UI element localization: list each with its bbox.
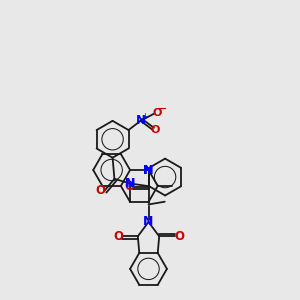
Text: O: O	[151, 125, 160, 135]
Text: N: N	[125, 177, 135, 190]
Text: O: O	[124, 181, 134, 194]
Text: N: N	[136, 114, 146, 127]
Text: N: N	[143, 164, 154, 176]
Text: −: −	[157, 103, 167, 116]
Text: O: O	[95, 184, 105, 197]
Text: N: N	[143, 164, 154, 176]
Text: O: O	[174, 230, 184, 243]
Text: +: +	[142, 112, 148, 122]
Text: N: N	[143, 164, 154, 176]
Text: O: O	[152, 108, 161, 118]
Text: N: N	[125, 177, 135, 190]
Text: O: O	[113, 230, 123, 243]
Text: N: N	[143, 215, 154, 229]
